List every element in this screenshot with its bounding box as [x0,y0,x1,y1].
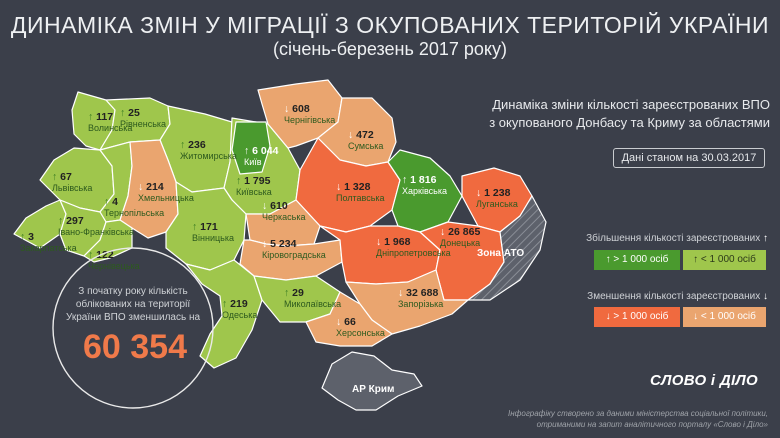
region-name: Запорізька [398,299,443,309]
region-name: Київ [244,157,262,167]
crimea-label: АР Крим [352,384,394,395]
region-name: Закарпатська [20,243,77,253]
region-khersonska [305,291,393,347]
region-value: ↓ 66 [336,316,356,328]
region-value: ↓ 5 234 [262,238,297,250]
region-value: ↑ 29 [284,287,304,299]
region-name: Тернопільська [104,208,164,218]
region-name: Київська [236,187,272,197]
date-badge: Дані станом на 30.03.2017 [613,148,765,168]
info-title-line1: Динаміка зміни кількості зареєстрованих … [492,97,770,112]
summary-circle [52,247,214,409]
region-name: Львівська [52,183,92,193]
legend-decrease-large: ↓ > 1 000 осіб [594,307,680,327]
legend-increase-title: Збільшення кількості зареєстрованих ↑ [586,233,768,244]
region-value: ↑ 219 [222,298,248,310]
region-value: ↑ 25 [120,107,140,119]
region-value: ↓ 1 238 [476,187,511,199]
info-title: Динаміка зміни кількості зареєстрованих … [455,96,770,132]
legend-decrease-small: ↓ < 1 000 осіб [683,307,766,327]
page-title: ДИНАМІКА ЗМІН У МІГРАЦІЇ З ОКУПОВАНИХ ТЕ… [10,12,770,38]
region-value: ↑ 4 [104,196,118,208]
summary-text: З початку року кількість облікованих на … [65,286,201,323]
ato-label: Зона АТО [477,248,524,259]
region-odeska [185,259,263,369]
region-name: Сумська [348,141,383,151]
region-name: Одеська [222,310,257,320]
region-value: ↑ 117 [88,111,113,123]
region-value: ↑ 1 816 [402,174,437,186]
region-khmelnytska [119,139,179,239]
region-crimea [321,351,423,411]
region-value: ↓ 1 968 [376,236,411,248]
legend-decrease-title: Зменшення кількості зареєстрованих ↓ [587,291,768,302]
page-subtitle: (січень-березень 2017 року) [273,39,507,59]
region-name: Житомирська [180,151,237,161]
region-value: ↑ 6 044 [244,145,279,157]
region-value: ↑ 3 [20,231,34,243]
region-value: ↓ 26 865 [440,226,480,238]
legend-increase-large: ↑ > 1 000 осіб [594,250,680,270]
region-name: Чернівецька [88,261,140,271]
region-value: ↓ 608 [284,103,310,115]
region-name: Луганська [476,199,518,209]
footnote: Інфографіку створено за даними міністерс… [507,409,768,429]
region-name: Черкаська [262,212,305,222]
region-name: Миколаївська [284,299,341,309]
region-kyiv [231,121,271,175]
region-name: Хмельницька [138,193,194,203]
legend-increase-small: ↑ < 1 000 осіб [683,250,766,270]
region-chernivetska [83,219,133,263]
region-name: Вінницька [192,233,234,243]
region-name: Чернігівська [284,115,335,125]
info-title-line2: з окупованого Донбасу та Криму за област… [489,115,770,130]
logo: СЛОВО і ДІЛО [650,372,759,389]
region-value: ↑ 1 795 [236,175,271,187]
region-name: Волинська [88,123,132,133]
region-name: Кіровоградська [262,250,326,260]
region-value: ↑ 171 [192,221,218,233]
summary-total: 60 354 [83,328,187,366]
region-name: Полтавська [336,193,385,203]
region-name: Рівненська [120,119,166,129]
region-name: Дніпропетровська [376,248,451,258]
region-value: ↑ 236 [180,139,206,151]
region-value: ↓ 472 [348,129,374,141]
region-name: Донецька [440,238,480,248]
zone-ato [467,195,547,301]
region-value: ↓ 610 [262,200,288,212]
region-name: Херсонська [336,328,385,338]
region-value: ↓ 214 [138,181,164,193]
region-value: ↓ 32 688 [398,287,438,299]
region-name: Івано-Франківська [58,227,134,237]
region-value: ↓ 1 328 [336,181,371,193]
region-value: ↑ 297 [58,215,84,227]
region-value: ↑ 67 [52,171,72,183]
region-name: Харківська [402,186,447,196]
